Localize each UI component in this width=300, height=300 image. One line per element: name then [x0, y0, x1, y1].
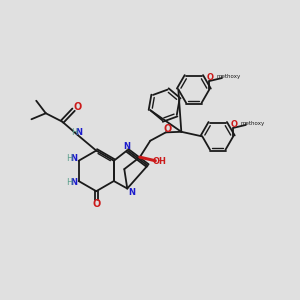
Text: O: O	[73, 102, 81, 112]
Text: N: N	[128, 188, 135, 196]
Text: N: N	[70, 178, 77, 187]
Text: O: O	[163, 124, 171, 134]
Text: N: N	[123, 142, 130, 151]
Text: O: O	[231, 120, 238, 129]
Text: OH: OH	[153, 157, 166, 166]
Text: N: N	[70, 154, 77, 163]
Text: N: N	[75, 128, 82, 136]
Text: H: H	[66, 178, 72, 187]
Text: O: O	[92, 199, 100, 209]
Text: H: H	[71, 128, 77, 136]
Text: methoxy: methoxy	[240, 121, 265, 126]
Text: methoxy: methoxy	[216, 74, 241, 79]
Text: H: H	[66, 154, 72, 163]
Text: O: O	[207, 73, 214, 82]
